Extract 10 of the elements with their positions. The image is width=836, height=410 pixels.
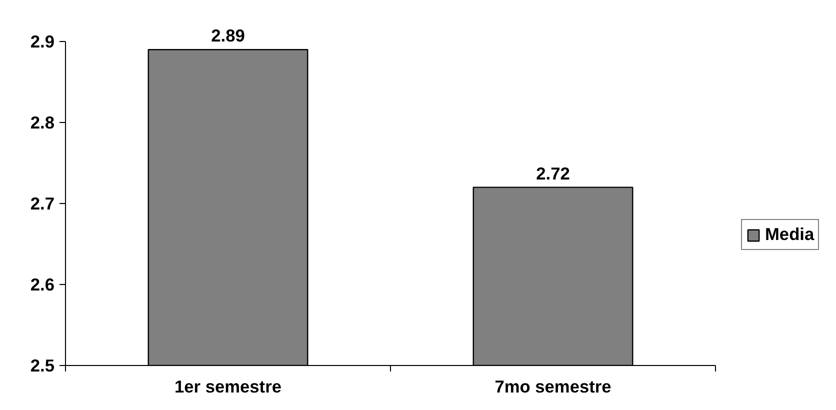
data-label: 2.72 xyxy=(536,163,570,184)
y-tick-label: 2.5 xyxy=(30,356,55,376)
legend-label: Media xyxy=(765,224,814,245)
y-tick-label: 2.8 xyxy=(30,112,55,132)
y-tick-label: 2.6 xyxy=(30,274,55,294)
y-tick-label: 2.7 xyxy=(30,194,55,214)
y-tick-label: 2.9 xyxy=(30,32,55,52)
data-label: 2.89 xyxy=(211,26,245,46)
x-tick-label: 1er semestre xyxy=(174,376,282,396)
x-tick-label: 7mo semestre xyxy=(494,376,612,396)
